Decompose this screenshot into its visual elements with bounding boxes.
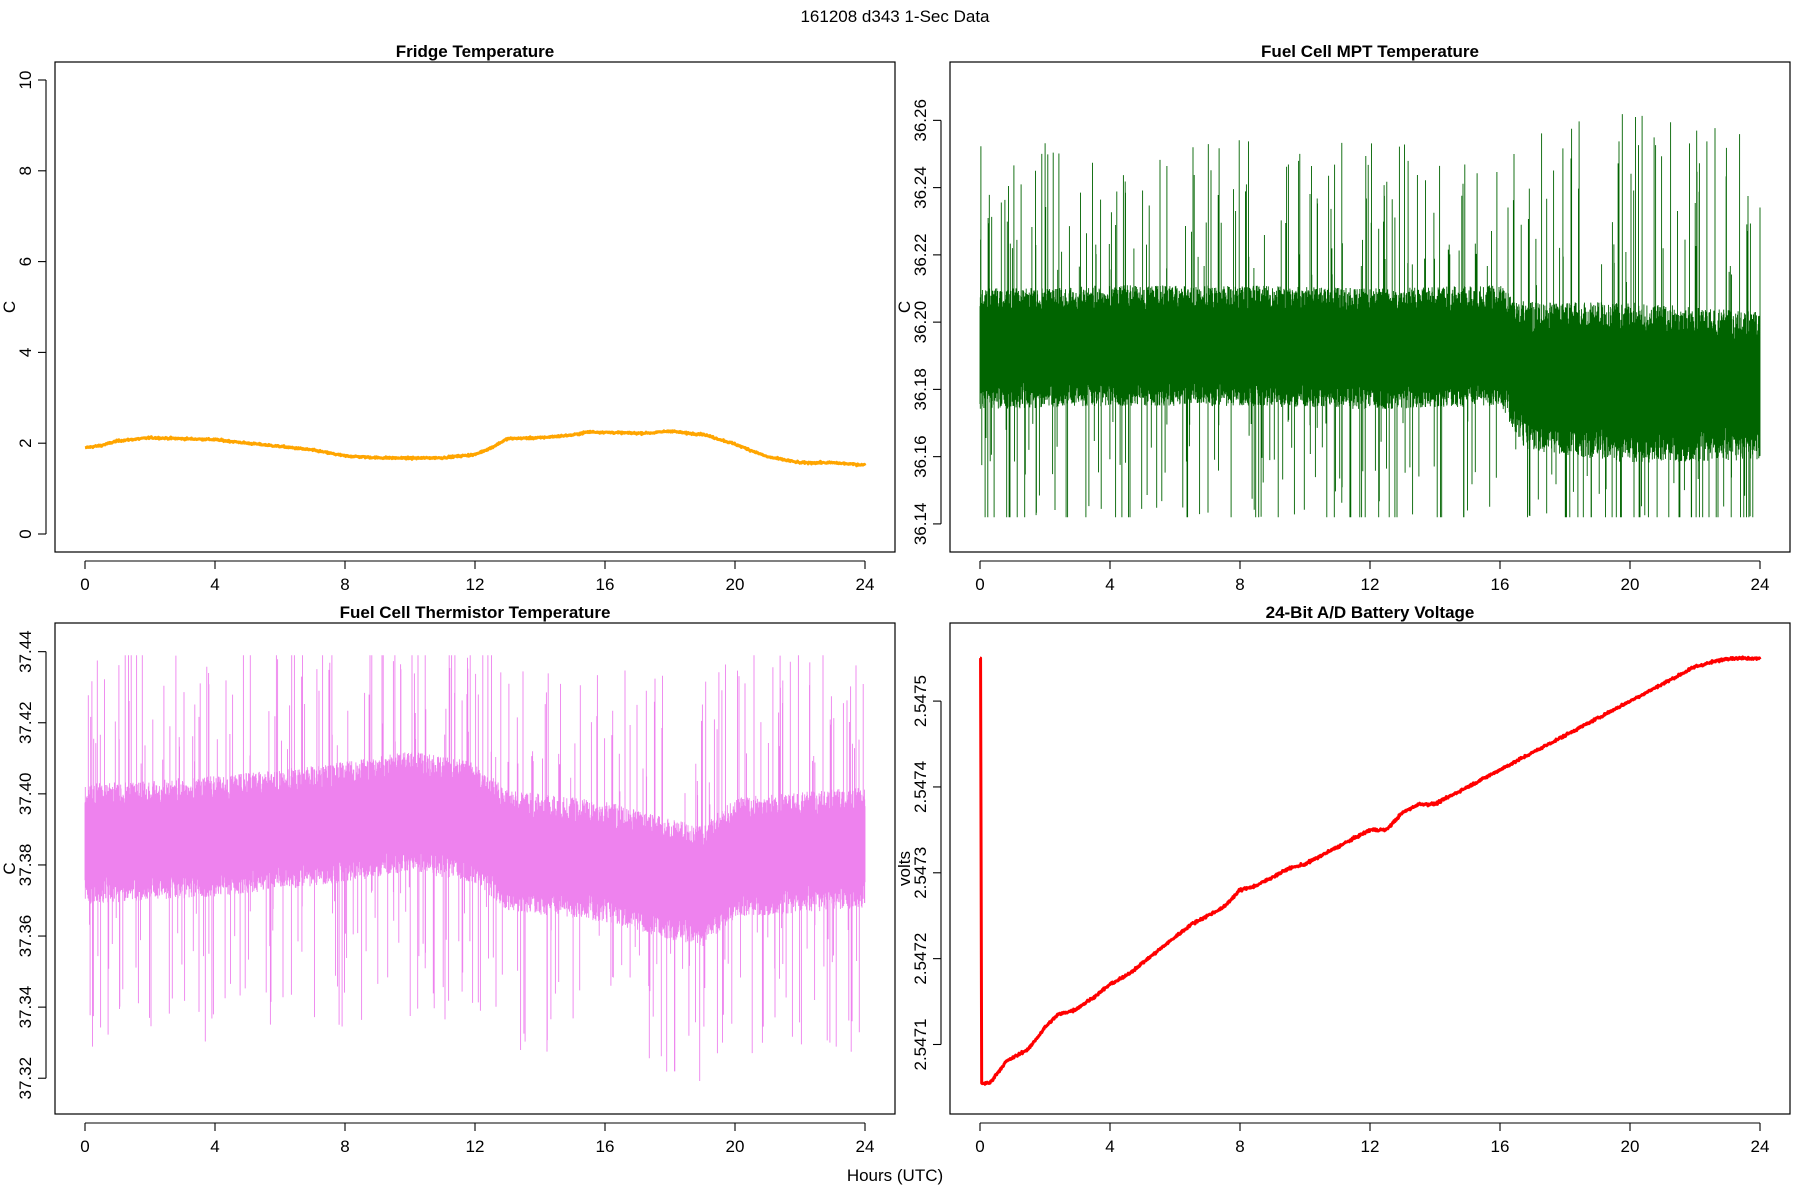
series-noise xyxy=(979,114,1761,518)
y-axis-label: C xyxy=(895,301,914,313)
y-tick-label: 37.36 xyxy=(16,915,35,958)
y-tick-label: 36.18 xyxy=(911,368,930,411)
y-tick-label: 36.24 xyxy=(911,166,930,209)
x-tick-label: 20 xyxy=(1621,575,1640,594)
data-layer xyxy=(979,655,1762,1086)
y-tick-label: 36.20 xyxy=(911,301,930,344)
y-tick-label: 2.5474 xyxy=(911,761,930,813)
x-tick-label: 4 xyxy=(210,1137,219,1156)
x-tick-label: 20 xyxy=(1621,1137,1640,1156)
chart-title: 24-Bit A/D Battery Voltage xyxy=(1266,603,1475,622)
plot-frame xyxy=(54,622,896,1115)
x-tick-label: 4 xyxy=(1105,1137,1114,1156)
x-tick-label: 20 xyxy=(726,1137,745,1156)
x-tick-label: 8 xyxy=(340,1137,349,1156)
x-tick-label: 16 xyxy=(1491,575,1510,594)
y-axis-label: volts xyxy=(895,851,914,886)
x-tick-label: 8 xyxy=(1235,1137,1244,1156)
y-axis-label: C xyxy=(0,301,19,313)
y-tick-label: 37.34 xyxy=(16,986,35,1029)
x-tick-label: 24 xyxy=(856,575,875,594)
y-tick-label: 37.40 xyxy=(16,773,35,816)
chart-title: Fuel Cell Thermistor Temperature xyxy=(340,603,611,622)
chart-title: Fridge Temperature xyxy=(396,42,554,61)
y-axis-label: C xyxy=(0,862,19,874)
x-tick-label: 8 xyxy=(1235,575,1244,594)
x-tick-label: 12 xyxy=(466,575,485,594)
x-tick-label: 20 xyxy=(726,575,745,594)
y-tick-label: 37.42 xyxy=(16,701,35,744)
x-tick-label: 12 xyxy=(466,1137,485,1156)
chart-panel-1: Fuel Cell MPT Temperature C 0 4 8 12 16 20 24 36.… xyxy=(895,42,1791,594)
series-line xyxy=(979,655,1762,1086)
y-tick-label: 10 xyxy=(16,71,35,90)
y-tick-label: 36.16 xyxy=(911,435,930,478)
y-tick-label: 6 xyxy=(16,257,35,266)
figure-suptitle: 161208 d343 1-Sec Data xyxy=(800,7,990,26)
y-tick-label: 36.26 xyxy=(911,99,930,142)
x-tick-label: 12 xyxy=(1361,1137,1380,1156)
y-tick-label: 37.44 xyxy=(16,630,35,673)
y-tick-label: 8 xyxy=(16,166,35,175)
y-tick-label: 0 xyxy=(16,529,35,538)
x-tick-label: 24 xyxy=(1751,575,1770,594)
plot-frame xyxy=(54,61,896,553)
y-tick-label: 2.5471 xyxy=(911,1018,930,1070)
chart-panel-2: Fuel Cell Thermistor Temperature C 0 4 8 12 16… xyxy=(0,603,896,1156)
data-layer xyxy=(979,114,1761,518)
x-tick-label: 0 xyxy=(975,575,984,594)
x-tick-label: 24 xyxy=(856,1137,875,1156)
x-tick-label: 16 xyxy=(596,1137,615,1156)
chart-title: Fuel Cell MPT Temperature xyxy=(1261,42,1479,61)
x-tick-label: 8 xyxy=(340,575,349,594)
data-layer xyxy=(84,655,866,1081)
y-tick-label: 4 xyxy=(16,348,35,357)
series-line xyxy=(84,429,867,468)
y-tick-label: 2.5475 xyxy=(911,675,930,727)
x-tick-label: 0 xyxy=(975,1137,984,1156)
series-core xyxy=(980,318,1760,420)
y-tick-label: 2.5473 xyxy=(911,847,930,899)
x-tick-label: 16 xyxy=(1491,1137,1510,1156)
plot-frame xyxy=(949,622,1791,1115)
x-tick-label: 0 xyxy=(80,1137,89,1156)
y-tick-label: 2.5472 xyxy=(911,933,930,985)
y-tick-label: 37.38 xyxy=(16,844,35,887)
x-tick-label: 4 xyxy=(210,575,219,594)
y-tick-label: 2 xyxy=(16,438,35,447)
y-tick-label: 36.22 xyxy=(911,234,930,277)
x-tick-label: 16 xyxy=(596,575,615,594)
chart-panel-3: 24-Bit A/D Battery Voltage volts 0 4 8 12 16 20… xyxy=(895,603,1791,1156)
x-tick-label: 12 xyxy=(1361,575,1380,594)
x-tick-label: 0 xyxy=(80,575,89,594)
x-tick-label: 24 xyxy=(1751,1137,1770,1156)
series-core xyxy=(85,784,865,914)
y-tick-label: 36.14 xyxy=(911,503,930,546)
y-tick-label: 37.32 xyxy=(16,1057,35,1100)
plot-frame xyxy=(949,61,1791,553)
figure-xlabel: Hours (UTC) xyxy=(847,1166,943,1185)
x-tick-label: 4 xyxy=(1105,575,1114,594)
data-layer xyxy=(84,429,867,468)
